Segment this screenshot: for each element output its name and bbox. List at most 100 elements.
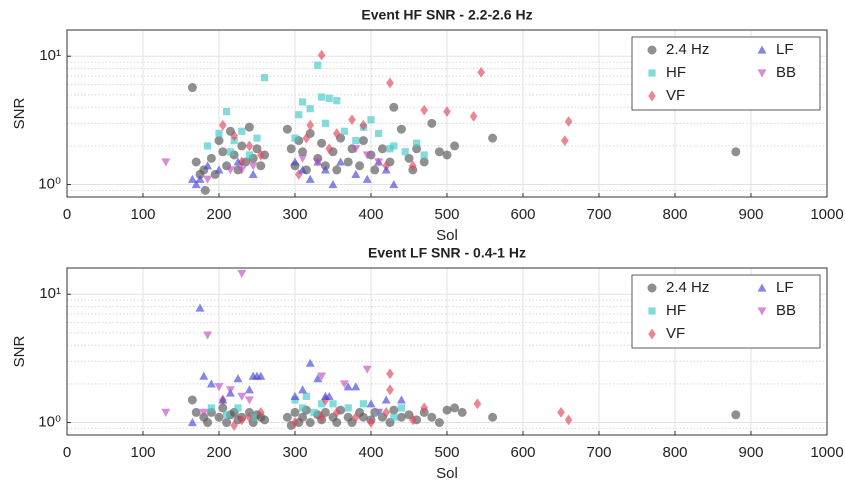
point [374,408,384,417]
point [306,105,314,113]
point [203,175,213,184]
x-tick-label: 300 [282,206,307,223]
point [195,303,205,312]
point [358,136,368,146]
point [320,165,330,174]
legend-marker [648,307,656,315]
point [442,150,452,160]
x-tick-label: 800 [662,444,687,461]
legend-label: LF [776,41,794,58]
point [332,418,342,428]
chart-title: Event LF SNR - 0.4-1 Hz [368,245,526,261]
point [359,119,368,131]
point [187,418,197,427]
point [375,129,383,138]
point [397,404,405,412]
point [313,374,323,383]
point [187,83,197,93]
point [340,127,348,135]
point [351,169,361,178]
point [298,165,308,174]
point [291,134,299,142]
point [469,110,478,122]
x-tick-label: 600 [510,206,535,223]
point [161,408,171,417]
point [457,407,467,417]
point [362,365,372,374]
point [244,385,254,394]
point [237,141,247,151]
point [218,403,228,413]
point [374,158,384,167]
point [199,408,209,417]
x-tick-label: 500 [434,444,459,461]
x-axis-label: Sol [436,465,458,482]
point [234,404,242,412]
point [310,408,318,416]
point [256,149,265,161]
y-axis-label: SNR [11,335,28,367]
point [332,406,341,418]
point [343,382,353,391]
point [317,138,327,148]
legend-box [631,36,821,111]
x-tick-label: 900 [738,444,763,461]
point [245,411,254,423]
point [260,415,270,425]
point [318,93,326,101]
point [325,94,333,102]
point [382,406,391,418]
point [298,412,308,422]
x-tick-label: 500 [434,206,459,223]
point [223,411,231,419]
point [434,147,444,157]
point [302,132,311,144]
x-tick-label: 700 [586,444,611,461]
point [298,385,308,394]
point [233,157,243,166]
point [218,147,228,157]
point [191,407,201,417]
point [252,144,262,154]
y-tick-label: 10⁰ [38,176,61,193]
point [317,411,326,423]
point [206,379,216,388]
point [214,136,224,146]
point [381,165,391,174]
x-tick-label: 1000 [810,444,843,461]
point [557,406,565,418]
point [245,151,253,159]
x-tick-label: 800 [662,206,687,223]
point [488,133,498,143]
point [351,145,361,154]
point [390,413,398,421]
point [332,165,342,175]
point [244,396,254,405]
x-tick-label: 300 [282,444,307,461]
point [214,412,224,422]
point [204,142,212,150]
point [434,418,444,428]
legend-marker [757,45,767,54]
x-tick-label: 100 [130,444,155,461]
x-tick-label: 0 [63,444,71,461]
legend-marker [647,283,657,293]
axes-box [66,267,828,436]
point [256,406,265,418]
point [295,111,303,119]
point [282,412,292,422]
point [203,331,213,340]
point [314,61,322,69]
x-tick-label: 900 [738,206,763,223]
legend-label: HF [666,64,686,81]
point [215,129,223,138]
point [253,134,261,142]
point [305,418,315,428]
point [386,384,394,396]
point [450,141,460,151]
point [420,151,428,159]
point [237,392,247,401]
point [244,122,254,132]
point [248,162,258,171]
point [218,395,228,404]
